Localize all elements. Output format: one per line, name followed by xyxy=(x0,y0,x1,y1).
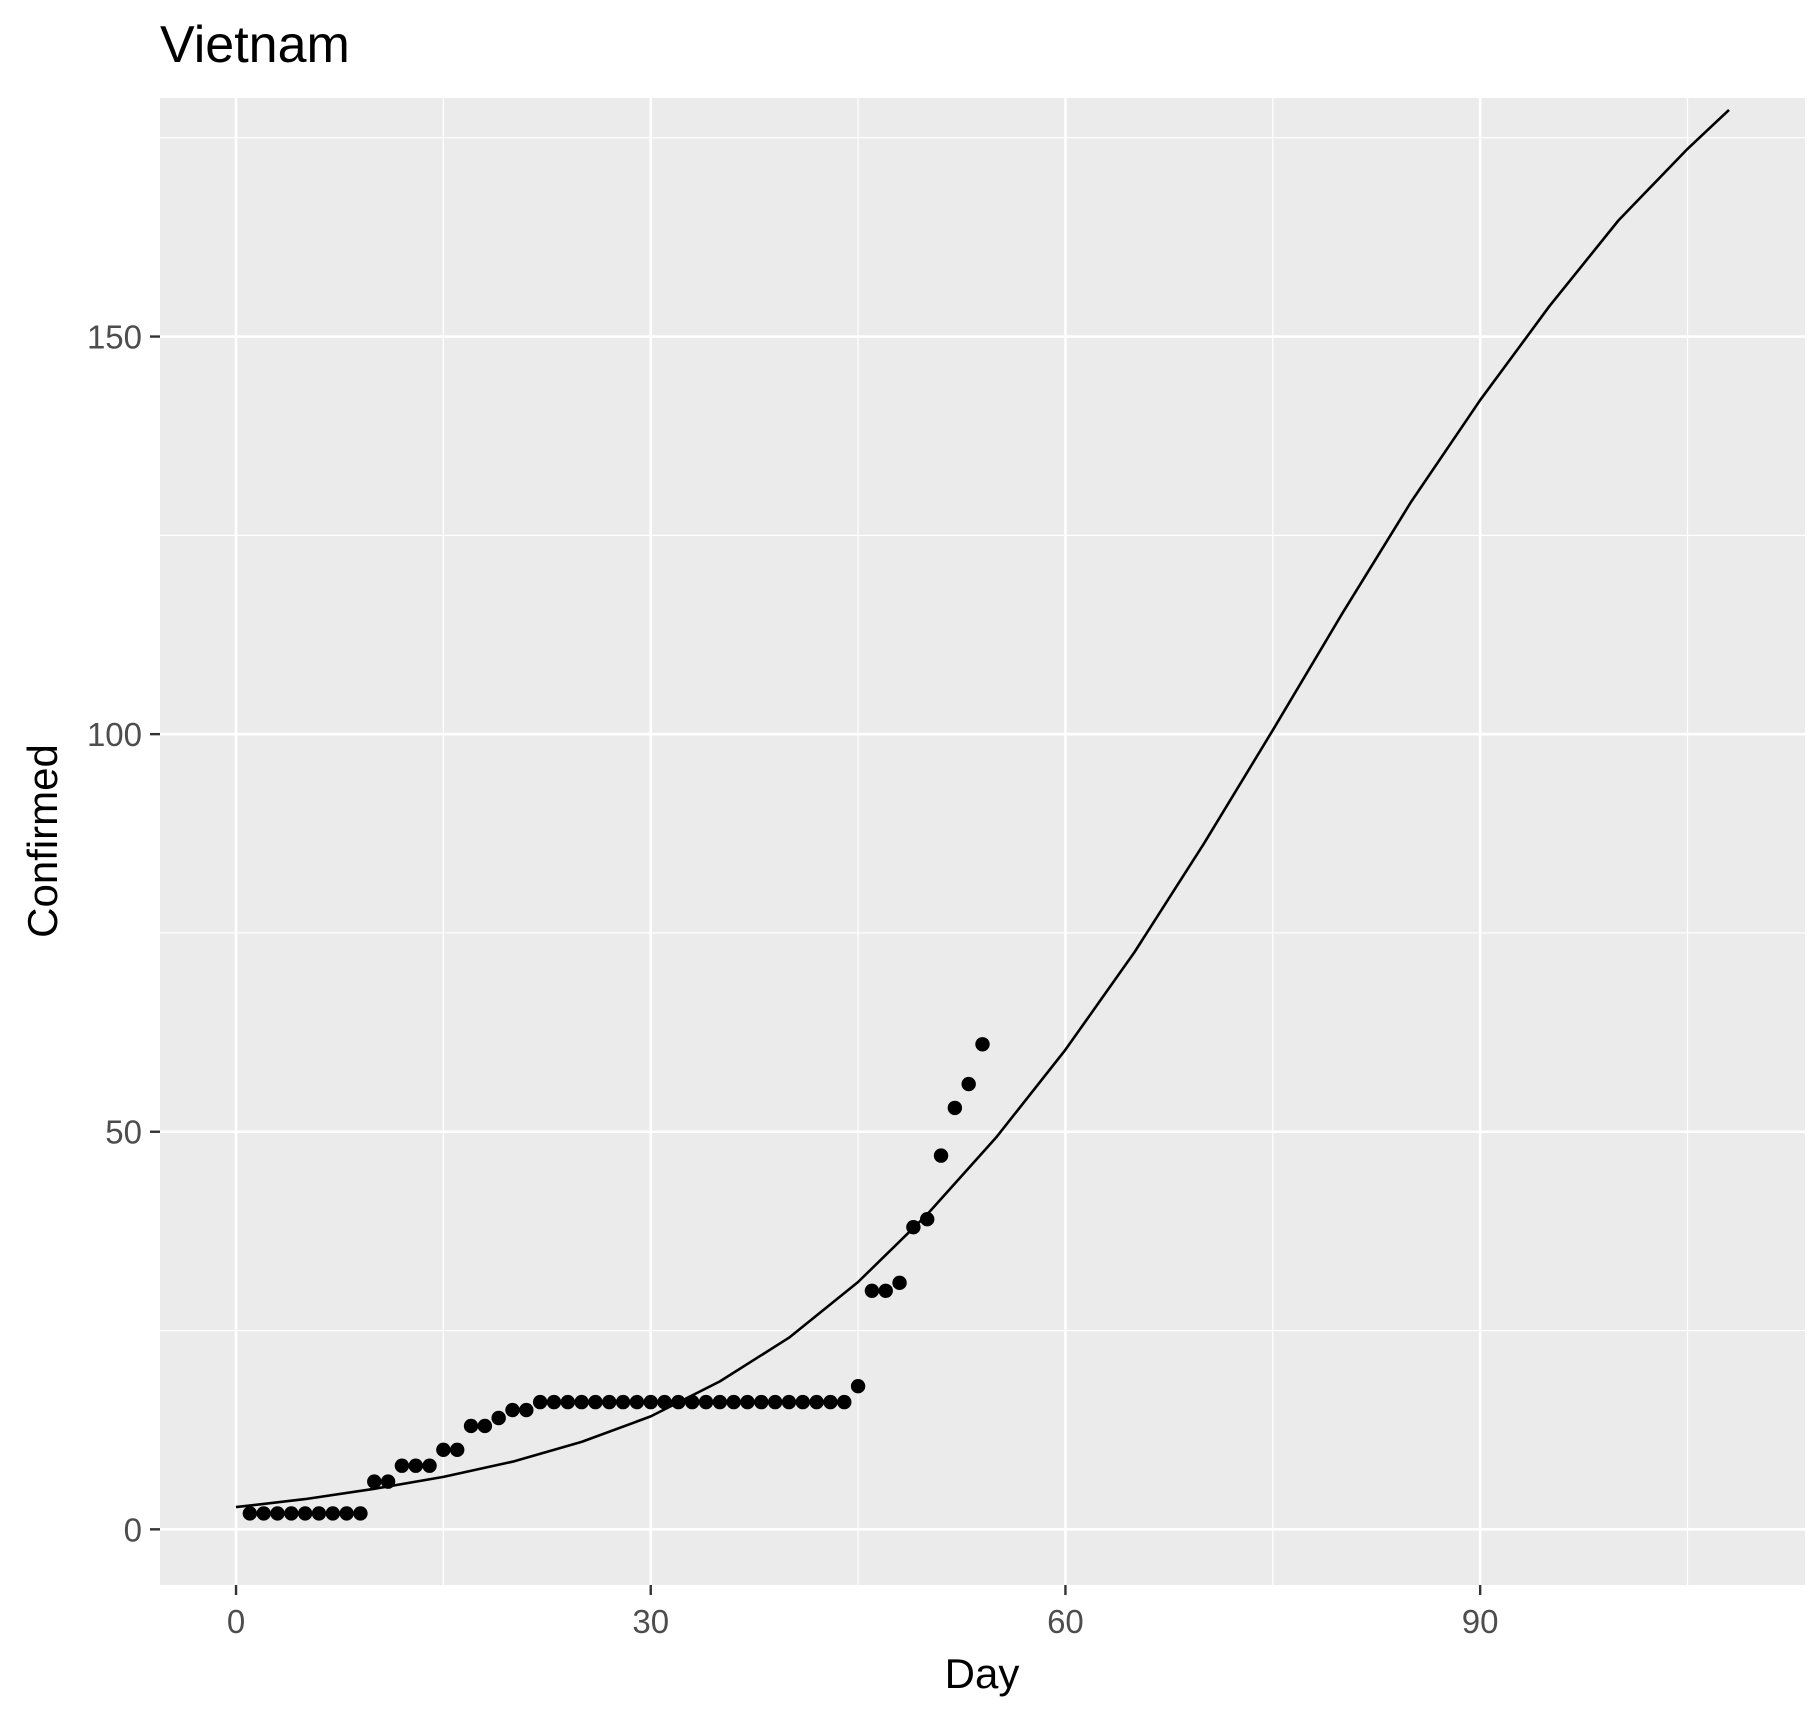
data-point xyxy=(270,1506,285,1521)
plot-panel xyxy=(160,98,1805,1585)
data-point xyxy=(546,1394,562,1410)
data-point xyxy=(850,1379,866,1394)
data-point xyxy=(242,1506,258,1521)
data-point xyxy=(629,1394,645,1410)
data-point xyxy=(795,1394,810,1410)
x-tick-label: 60 xyxy=(1047,1603,1084,1640)
data-point xyxy=(892,1275,907,1291)
data-point xyxy=(477,1418,493,1434)
data-point xyxy=(353,1506,368,1521)
y-tick-label: 100 xyxy=(87,716,142,753)
data-point xyxy=(422,1458,437,1473)
data-point xyxy=(754,1394,769,1410)
data-point xyxy=(394,1458,410,1473)
y-tick-label: 150 xyxy=(87,319,142,356)
x-tick-label: 0 xyxy=(227,1603,245,1640)
data-point xyxy=(671,1394,686,1410)
data-point xyxy=(311,1506,327,1521)
data-point xyxy=(367,1474,382,1489)
data-point xyxy=(878,1283,893,1298)
data-point xyxy=(685,1394,700,1410)
minor-gridlines xyxy=(160,98,1805,1585)
data-point xyxy=(615,1394,631,1410)
data-point xyxy=(463,1418,479,1434)
data-point xyxy=(256,1506,271,1521)
data-point xyxy=(920,1212,935,1227)
x-tick-label: 30 xyxy=(632,1603,669,1640)
fitted-curve xyxy=(235,108,1730,1509)
data-point xyxy=(823,1394,838,1410)
data-point xyxy=(933,1148,949,1163)
data-point xyxy=(740,1394,755,1410)
data-point xyxy=(560,1394,575,1410)
data-point xyxy=(436,1442,451,1458)
data-points xyxy=(242,1037,990,1521)
data-point xyxy=(961,1076,976,1092)
data-point xyxy=(643,1394,658,1410)
chart-title: Vietnam xyxy=(160,16,350,74)
data-point xyxy=(339,1506,354,1521)
data-point xyxy=(491,1410,506,1426)
data-point xyxy=(505,1402,520,1418)
fitted-curve-group xyxy=(235,108,1730,1509)
data-point xyxy=(767,1394,783,1410)
data-point xyxy=(657,1394,672,1410)
data-point xyxy=(809,1394,824,1410)
data-point xyxy=(380,1474,396,1489)
y-axis-ticks: 0 50 100 150 xyxy=(87,319,160,1548)
data-point xyxy=(450,1442,465,1458)
data-point xyxy=(698,1394,714,1410)
data-point xyxy=(864,1283,880,1298)
data-point xyxy=(947,1100,963,1116)
data-point xyxy=(906,1219,921,1235)
y-axis-title: Confirmed xyxy=(19,744,66,938)
x-axis-ticks: 0 30 60 90 xyxy=(227,1585,1499,1640)
data-point xyxy=(602,1394,617,1410)
y-tick-label: 50 xyxy=(105,1114,142,1151)
data-point xyxy=(297,1506,313,1521)
data-point xyxy=(837,1394,852,1410)
data-point xyxy=(408,1458,423,1473)
data-point xyxy=(284,1506,299,1521)
data-point xyxy=(588,1394,603,1410)
x-tick-label: 90 xyxy=(1462,1603,1499,1640)
data-point xyxy=(325,1506,340,1521)
data-point xyxy=(975,1037,990,1052)
data-point xyxy=(726,1394,741,1410)
major-gridlines xyxy=(160,98,1805,1585)
data-point xyxy=(574,1394,589,1410)
data-point xyxy=(712,1394,728,1410)
data-point xyxy=(519,1402,534,1418)
data-point xyxy=(781,1394,797,1410)
y-tick-label: 0 xyxy=(124,1511,142,1548)
data-point xyxy=(532,1394,548,1410)
x-axis-title: Day xyxy=(945,1650,1020,1697)
